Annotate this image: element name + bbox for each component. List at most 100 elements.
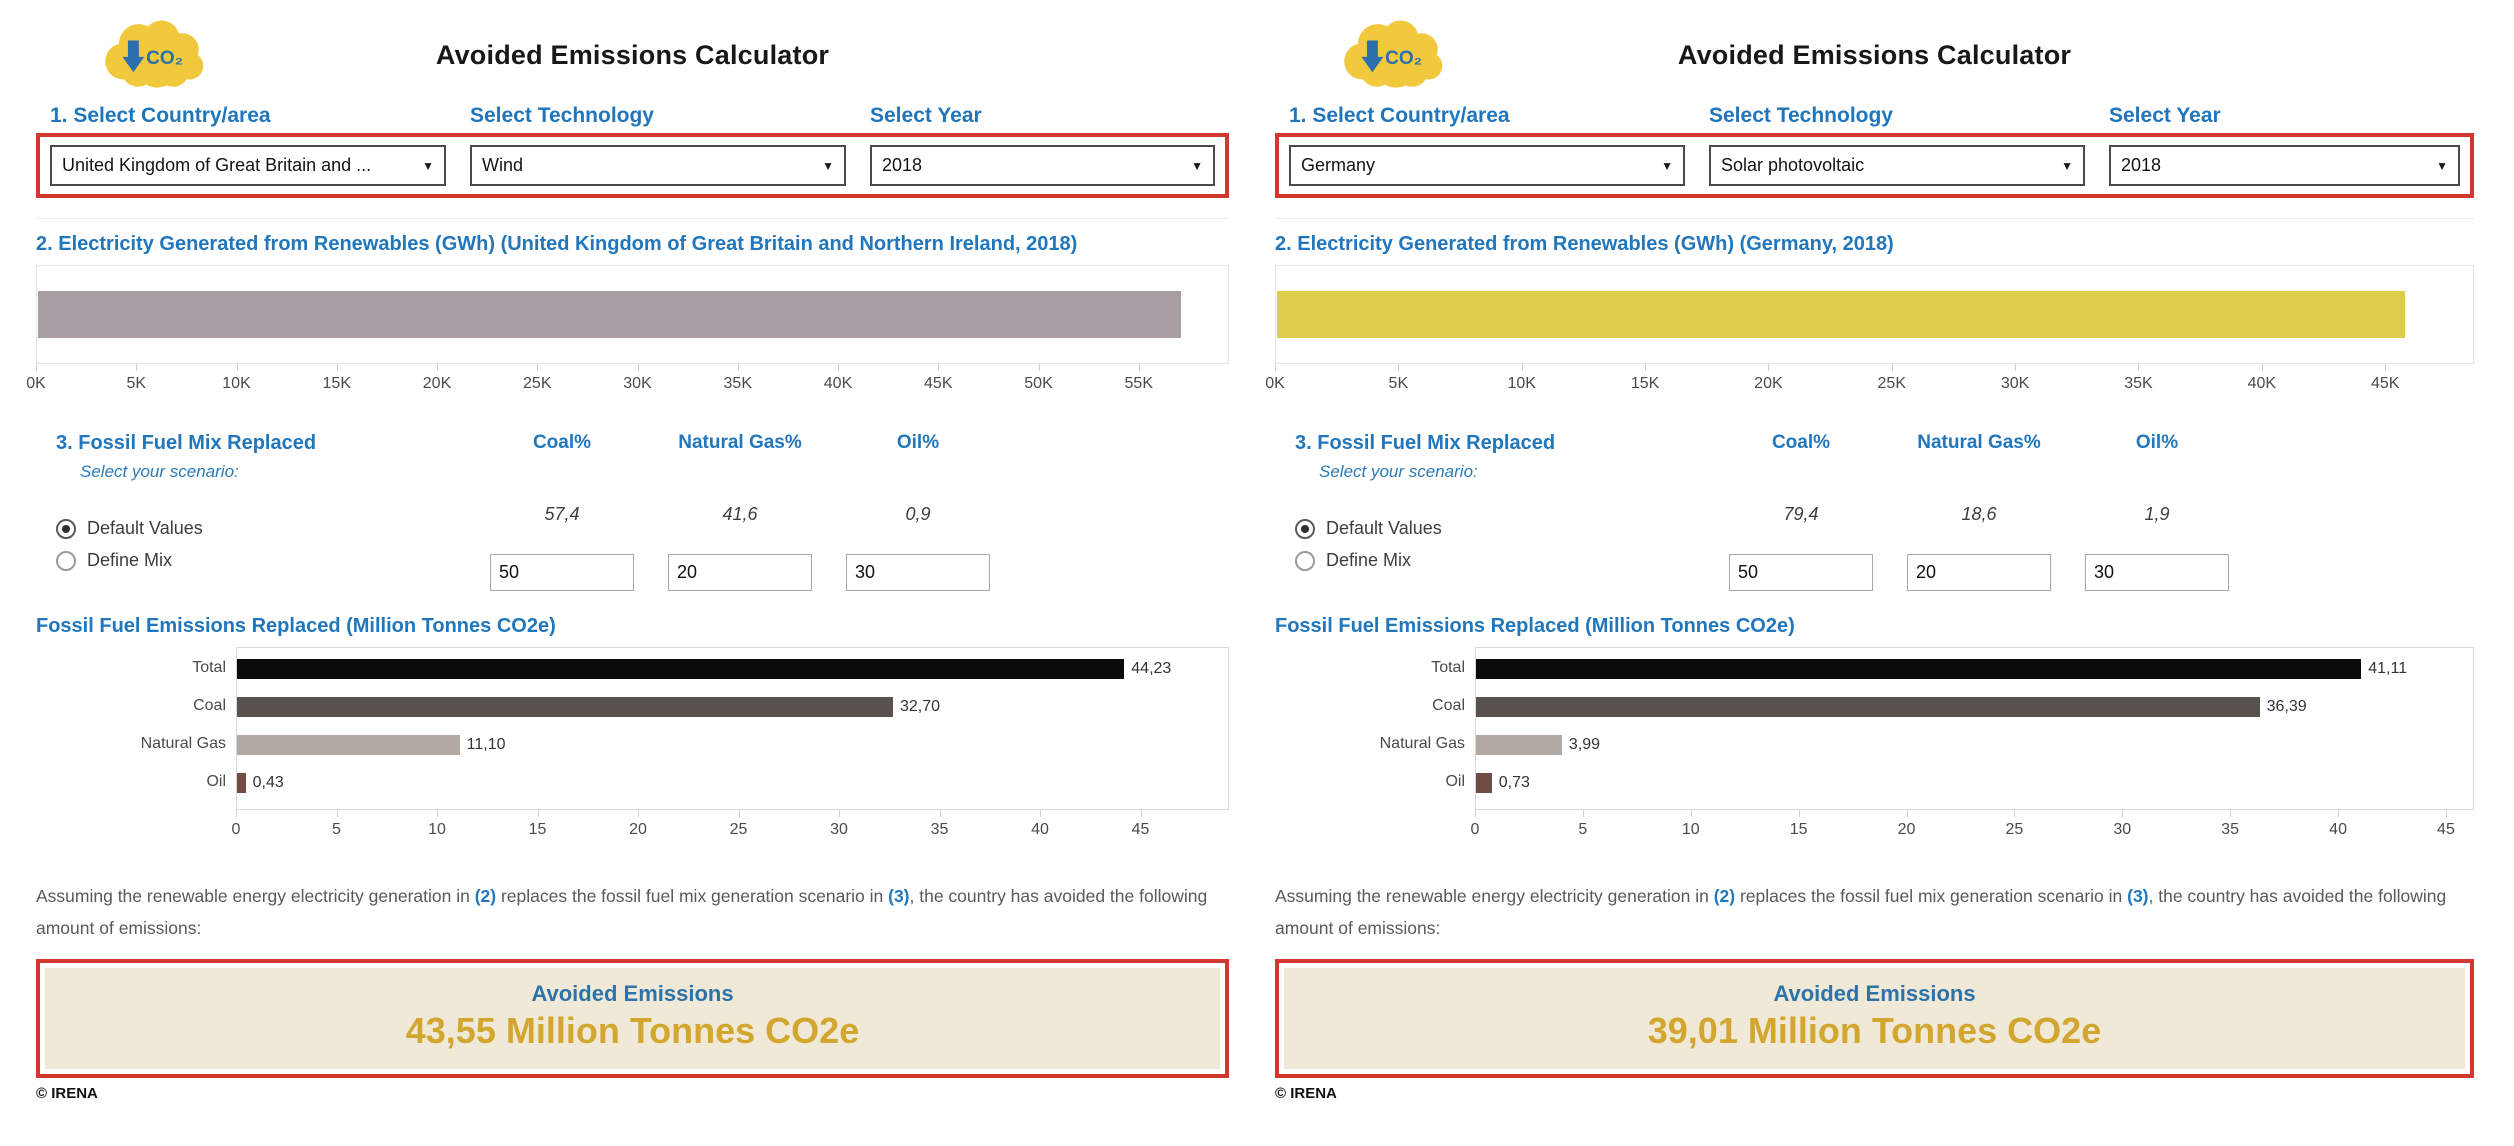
radio-define-mix[interactable]: Define Mix: [56, 550, 481, 571]
year-dropdown[interactable]: 2018 ▼: [870, 145, 1215, 186]
renewables-bar[interactable]: [38, 291, 1181, 338]
fuel-mix-heading: 3. Fossil Fuel Mix Replaced: [1295, 432, 1556, 454]
axis-tick-label: 10K: [1507, 375, 1536, 392]
emissions-chart-plot: Total Coal Natural Gas Oil 41,11 36,39 3,99 0,7…: [1275, 647, 2474, 844]
axis-tick: [537, 810, 539, 817]
radio-default-values[interactable]: Default Values: [1295, 518, 1720, 539]
technology-dropdown[interactable]: Solar photovoltaic ▼: [1709, 145, 2085, 186]
axis-tick: [2338, 810, 2340, 817]
axis-tick: [1475, 810, 1476, 817]
bars-area: 41,11 36,39 3,99 0,73: [1475, 647, 2474, 810]
oil-mix-input[interactable]: [2085, 554, 2229, 591]
chevron-down-icon: ▼: [1661, 158, 1673, 173]
axis-tick-label: 15: [528, 821, 547, 838]
axis-tick-label: 25K: [1877, 375, 1906, 392]
category-label: Coal: [193, 697, 226, 714]
natural-gas-column-header: Natural Gas%: [1917, 432, 2041, 453]
bar-value-label: 0,73: [1498, 774, 1530, 791]
oil-default-value: 0,9: [905, 504, 931, 524]
co2-cloud-icon: CO₂: [1344, 20, 1443, 88]
coal-mix-input[interactable]: [490, 554, 634, 591]
emissions-bar-oil[interactable]: [237, 773, 246, 793]
assumption-mid: replaces the fossil fuel mix generation …: [496, 886, 889, 906]
coal-column-header: Coal%: [532, 432, 592, 453]
co2-text: CO₂: [1385, 48, 1422, 69]
chevron-down-icon: ▼: [822, 158, 834, 173]
axis-tick: [939, 810, 941, 817]
axis-tick: [1582, 810, 1584, 817]
axis-tick-label: 0K: [1265, 375, 1285, 392]
renewables-chart: 2. Electricity Generated from Renewables…: [1265, 218, 2474, 400]
selector-labels-row: 1. Select Country/area Select Technology…: [1275, 104, 2474, 128]
country-dropdown[interactable]: Germany ▼: [1289, 145, 1685, 186]
country-dropdown-value: United Kingdom of Great Britain and ...: [62, 155, 372, 175]
axis-tick: [1275, 364, 1276, 371]
result-label: Avoided Emissions: [531, 980, 734, 1006]
axis-tick-label: 50K: [1024, 375, 1053, 392]
country-dropdown[interactable]: United Kingdom of Great Britain and ... …: [50, 145, 446, 186]
technology-dropdown[interactable]: Wind ▼: [470, 145, 846, 186]
coal-column-header: Coal%: [1771, 432, 1831, 453]
bar-value-label: 32,70: [899, 698, 941, 715]
axis-tick-label: 30: [830, 821, 848, 838]
axis-tick: [36, 364, 37, 371]
emissions-bar-natural-gas[interactable]: [1476, 735, 1562, 755]
radio-define-mix[interactable]: Define Mix: [1295, 550, 1720, 571]
axis-tick-label: 25: [729, 821, 748, 838]
emissions-bar-total[interactable]: [237, 659, 1125, 679]
year-select-label: Select Year: [2109, 104, 2221, 127]
emissions-bar-coal[interactable]: [237, 697, 893, 717]
radio-unselected-icon[interactable]: [56, 550, 76, 571]
assumption-ref-3: (3): [888, 886, 910, 906]
selector-highlight-box: Germany ▼ Solar photovoltaic ▼ 2018 ▼: [1275, 133, 2474, 198]
axis-tick: [2015, 364, 2017, 371]
axis-tick: [839, 810, 841, 817]
axis-tick: [136, 364, 138, 371]
coal-column: Coal% 57,4: [481, 432, 643, 591]
axis-tick-label: 20K: [422, 375, 452, 392]
coal-default-value: 57,4: [544, 504, 580, 524]
axis-tick: [336, 810, 338, 817]
co2-text: CO₂: [146, 48, 183, 69]
oil-column-header: Oil%: [896, 432, 940, 453]
axis-tick: [2122, 810, 2124, 817]
natural-gas-mix-input[interactable]: [668, 554, 812, 591]
down-arrow-icon: [122, 40, 145, 73]
axis-tick: [2230, 810, 2232, 817]
axis-tick-label: 30: [2113, 821, 2132, 838]
axis-tick: [1891, 364, 1893, 371]
category-label: Oil: [1445, 773, 1465, 790]
oil-mix-input[interactable]: [846, 554, 990, 591]
axis-tick: [2445, 810, 2447, 817]
renewables-bar[interactable]: [1277, 291, 2406, 338]
axis-tick-label: 45: [1131, 821, 1150, 838]
year-dropdown[interactable]: 2018 ▼: [2109, 145, 2460, 186]
axis-tick-label: 30K: [623, 375, 652, 392]
axis-tick: [336, 364, 338, 371]
radio-default-values[interactable]: Default Values: [56, 518, 481, 539]
axis-tick-label: 40K: [2247, 375, 2277, 392]
fuel-mix-heading: 3. Fossil Fuel Mix Replaced: [56, 432, 317, 454]
radio-unselected-icon[interactable]: [1295, 550, 1315, 571]
page-title: Avoided Emissions Calculator: [435, 39, 830, 70]
axis-tick-label: 30K: [2000, 375, 2030, 392]
emissions-bar-oil[interactable]: [1476, 773, 1492, 793]
natural-gas-mix-input[interactable]: [1907, 554, 2051, 591]
coal-mix-input[interactable]: [1729, 554, 1873, 591]
emissions-bar-coal[interactable]: [1476, 697, 2260, 717]
category-label: Total: [192, 659, 226, 676]
emissions-bar-natural-gas[interactable]: [237, 735, 460, 755]
axis-tick: [838, 364, 840, 371]
radio-selected-icon[interactable]: [1295, 518, 1315, 539]
assumption-post: , the country has avoided the following …: [1275, 886, 2447, 939]
axis-tick-label: 5K: [1388, 375, 1409, 392]
avoided-emissions-result-box: Avoided Emissions 39,01 Million Tonnes C…: [1275, 958, 2474, 1078]
radio-selected-icon[interactable]: [56, 518, 76, 539]
x-axis: 0K 5K 10K 15K 20K 25K 30K 35K 40K 45K 50K 55K: [26, 364, 1229, 400]
down-arrow-icon: [1361, 40, 1384, 73]
copyright: © IRENA: [1275, 1084, 1337, 1102]
natural-gas-column: Natural Gas% 41,6: [659, 432, 821, 591]
emissions-bar-total[interactable]: [1476, 659, 2362, 679]
avoided-emissions-result-inner: Avoided Emissions 39,01 Million Tonnes C…: [1284, 967, 2465, 1069]
